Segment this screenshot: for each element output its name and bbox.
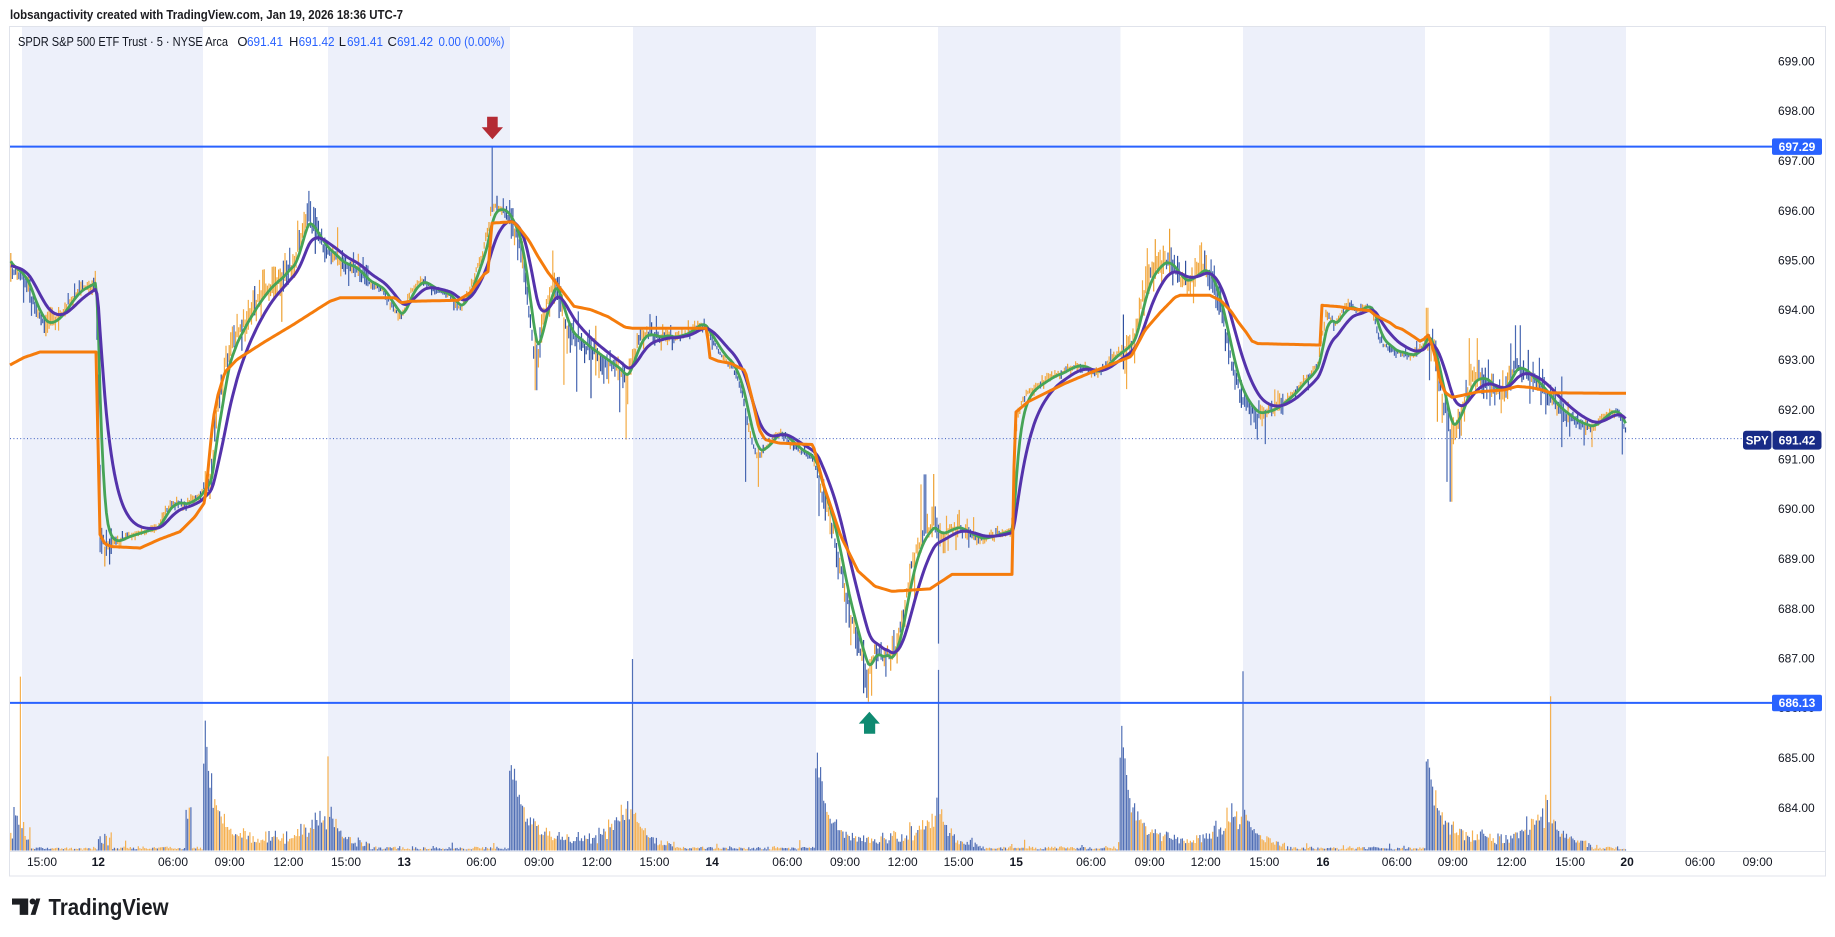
svg-text:699.00: 699.00 [1778,55,1815,69]
svg-text:12:00: 12:00 [273,855,303,869]
svg-text:689.00: 689.00 [1778,552,1815,566]
svg-text:06:00: 06:00 [1076,855,1106,869]
svg-text:697.00: 697.00 [1778,154,1815,168]
svg-text:09:00: 09:00 [1438,855,1468,869]
svg-text:684.00: 684.00 [1778,801,1815,815]
svg-text:15:00: 15:00 [331,855,361,869]
svg-text:691.41: 691.41 [247,34,283,49]
svg-text:15:00: 15:00 [1555,855,1585,869]
svg-text:TradingView: TradingView [49,894,169,920]
svg-text:685.00: 685.00 [1778,751,1815,765]
svg-text:H: H [289,34,298,49]
svg-text:06:00: 06:00 [466,855,496,869]
svg-text:09:00: 09:00 [1135,855,1165,869]
svg-text:12: 12 [92,855,106,869]
svg-text:12:00: 12:00 [582,855,612,869]
svg-text:12:00: 12:00 [1191,855,1221,869]
svg-text:20: 20 [1620,855,1634,869]
svg-text:694.00: 694.00 [1778,303,1815,317]
svg-text:09:00: 09:00 [1743,855,1773,869]
svg-text:15: 15 [1010,855,1024,869]
svg-text:09:00: 09:00 [215,855,245,869]
svg-text:688.00: 688.00 [1778,602,1815,616]
svg-text:697.29: 697.29 [1779,140,1816,154]
svg-text:C: C [388,34,397,49]
svg-text:696.00: 696.00 [1778,204,1815,218]
svg-text:686.13: 686.13 [1779,696,1816,710]
svg-text:14: 14 [705,855,719,869]
svg-text:0.00 (0.00%): 0.00 (0.00%) [439,34,505,49]
svg-text:O: O [237,34,247,49]
svg-text:16: 16 [1316,855,1330,869]
svg-text:L: L [339,34,346,49]
svg-text:09:00: 09:00 [830,855,860,869]
svg-text:09:00: 09:00 [524,855,554,869]
svg-text:691.00: 691.00 [1778,453,1815,467]
svg-text:SPDR S&P 500 ETF Trust · 5 · N: SPDR S&P 500 ETF Trust · 5 · NYSE Arca [18,34,229,49]
svg-text:693.00: 693.00 [1778,353,1815,367]
svg-text:15:00: 15:00 [639,855,669,869]
svg-text:698.00: 698.00 [1778,104,1815,118]
svg-text:691.41: 691.41 [347,34,383,49]
svg-text:13: 13 [398,855,412,869]
svg-text:12:00: 12:00 [888,855,918,869]
svg-text:695.00: 695.00 [1778,254,1815,268]
svg-text:15:00: 15:00 [27,855,57,869]
svg-text:12:00: 12:00 [1496,855,1526,869]
svg-text:06:00: 06:00 [772,855,802,869]
svg-text:15:00: 15:00 [944,855,974,869]
svg-text:691.42: 691.42 [299,34,335,49]
svg-text:691.42: 691.42 [397,34,433,49]
svg-text:687.00: 687.00 [1778,652,1815,666]
svg-text:06:00: 06:00 [1685,855,1715,869]
svg-text:SPY: SPY [1746,436,1769,448]
svg-text:691.42: 691.42 [1779,434,1816,448]
svg-text:15:00: 15:00 [1249,855,1279,869]
svg-text:06:00: 06:00 [1382,855,1412,869]
svg-text:692.00: 692.00 [1778,403,1815,417]
svg-text:lobsangactivity created with T: lobsangactivity created with TradingView… [10,7,403,22]
svg-text:690.00: 690.00 [1778,502,1815,516]
svg-text:06:00: 06:00 [158,855,188,869]
